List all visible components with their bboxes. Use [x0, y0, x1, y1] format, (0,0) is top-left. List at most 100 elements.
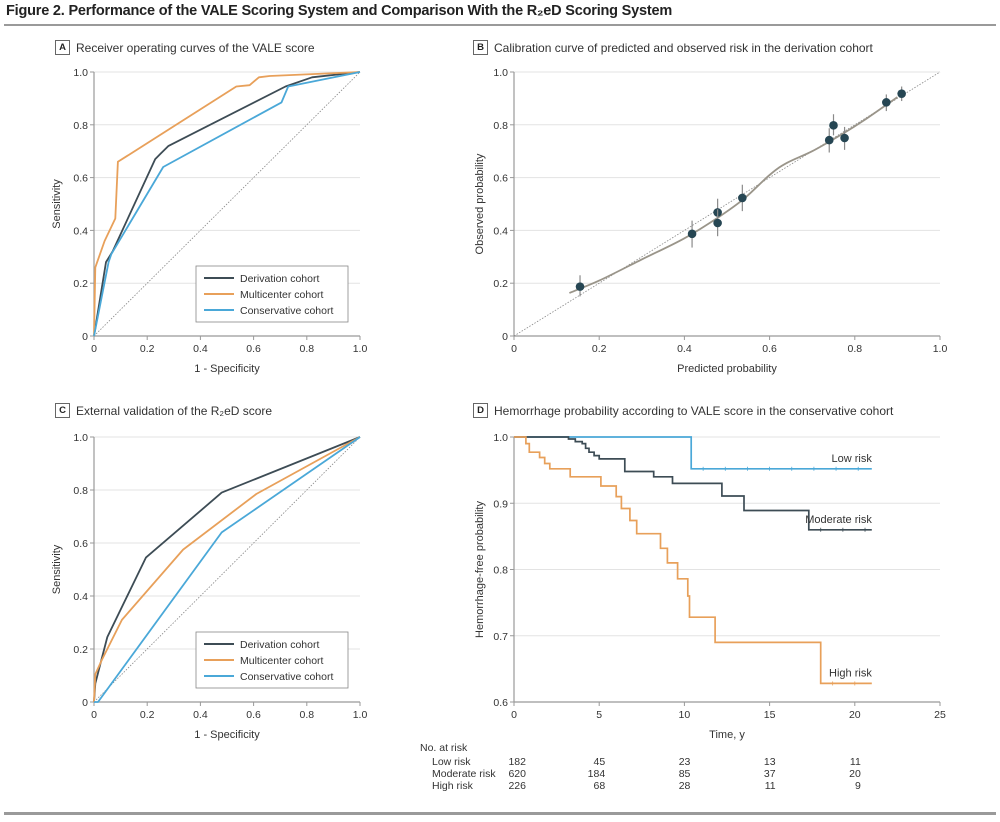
x-axis-label: Predicted probability: [677, 363, 777, 375]
panel-b-header: B Calibration curve of predicted and obs…: [473, 40, 873, 55]
panel-b-title: Calibration curve of predicted and obser…: [494, 40, 873, 55]
y-tick-label: 0.8: [493, 120, 508, 132]
x-tick-label: 0: [91, 343, 97, 355]
legend: Derivation cohort Multicenter cohort Conse…: [195, 265, 349, 323]
risk-count: 9: [854, 780, 861, 792]
x-tick-label: 0.2: [592, 343, 607, 355]
risk-row-label: Low risk: [432, 756, 471, 768]
x-tick-label: 0.4: [193, 343, 208, 355]
risk-count: 11: [849, 756, 861, 768]
risk-table-title: No. at risk: [420, 742, 468, 754]
legend-label-derivation: Derivation cohort: [240, 639, 319, 651]
x-tick-label: 1.0: [353, 343, 368, 355]
km-curve-high-risk: [514, 436, 872, 685]
y-tick-label: 0: [82, 697, 88, 709]
panel-b-chart: 0 0.2 0.4 0.6 0.8 1.0 0 0.2 0.4 0.6 0.8 1.0 Predicte…: [474, 67, 947, 375]
y-axis-label: Observed probability: [474, 153, 486, 254]
y-tick-label: 0.2: [493, 278, 508, 290]
calibration-point: [738, 193, 747, 203]
calibration-point: [840, 133, 849, 143]
risk-count: 28: [678, 780, 691, 792]
risk-count: 11: [764, 780, 776, 792]
km-curve-moderate-risk: [514, 436, 872, 531]
roc-line-multicenter: [93, 436, 361, 703]
x-tick-label: 15: [764, 709, 776, 721]
x-tick-label: 0.2: [140, 709, 155, 721]
top-rule: [4, 24, 996, 26]
panel-d-letter: D: [473, 403, 488, 418]
y-tick-label: 0.4: [493, 225, 508, 237]
panel-a-header: A Receiver operating curves of the VALE …: [55, 40, 315, 55]
x-tick-label: 25: [934, 709, 946, 721]
panel-a-letter: A: [55, 40, 70, 55]
risk-count: 20: [849, 768, 861, 780]
calibration-point: [897, 89, 906, 98]
panel-d-title: Hemorrhage probability according to VALE…: [494, 403, 894, 418]
y-tick-label: 0: [82, 331, 88, 343]
x-tick-label: 0.6: [246, 709, 261, 721]
panel-d-chart: 0.6 0.7 0.8 0.9 1.0 0 5 10 15 20 25 Time, y Hemorrha…: [474, 432, 946, 741]
y-tick-label: 0: [502, 331, 508, 343]
risk-count: 23: [678, 756, 691, 768]
y-tick-label: 0.8: [73, 485, 88, 497]
km-curve-low-risk: [514, 436, 872, 470]
calibration-point: [829, 121, 838, 130]
legend: Derivation cohort Multicenter cohort Conse…: [195, 631, 349, 689]
x-tick-label: 0.4: [677, 343, 692, 355]
x-tick-label: 0: [91, 709, 97, 721]
y-tick-label: 1.0: [73, 67, 88, 79]
risk-count: 85: [678, 768, 691, 780]
y-axis-label: Sensitivity: [51, 544, 63, 594]
km-label-moderate-risk: Moderate risk: [805, 514, 872, 526]
x-tick-label: 1.0: [353, 709, 368, 721]
y-tick-label: 0.8: [493, 565, 508, 577]
x-tick-label: 0.8: [299, 343, 314, 355]
x-tick-label: 5: [596, 709, 602, 721]
y-tick-label: 0.6: [493, 173, 508, 185]
x-tick-label: 1.0: [933, 343, 948, 355]
panel-c-title: External validation of the R₂eD score: [76, 403, 273, 418]
bottom-rule: [4, 812, 996, 815]
reference-diagonal-line: [93, 71, 361, 337]
y-tick-label: 0.4: [73, 225, 88, 237]
y-tick-label: 0.6: [73, 173, 88, 185]
x-tick-label: 10: [679, 709, 691, 721]
panel-a-title: Receiver operating curves of the VALE sc…: [76, 40, 315, 55]
x-tick-label: 0: [511, 709, 517, 721]
x-axis-label: 1 - Specificity: [194, 729, 260, 741]
risk-count: 182: [508, 756, 526, 768]
risk-count: 184: [587, 768, 606, 780]
legend-label-multicenter: Multicenter cohort: [240, 289, 324, 301]
risk-count: 13: [763, 756, 776, 768]
y-tick-label: 0.8: [73, 120, 88, 132]
reference-diagonal-line: [93, 436, 361, 703]
risk-count: 37: [763, 768, 776, 780]
panel-c-letter: C: [55, 403, 70, 418]
roc-line-conservative: [94, 436, 361, 703]
x-tick-label: 0: [511, 343, 517, 355]
km-label-low-risk: Low risk: [831, 453, 872, 465]
risk-row-label: High risk: [432, 780, 473, 792]
y-tick-label: 1.0: [493, 432, 508, 444]
x-tick-label: 0.2: [140, 343, 155, 355]
legend-label-derivation: Derivation cohort: [240, 273, 319, 285]
y-axis-label: Hemorrhage-free probability: [474, 501, 486, 638]
calibration-point: [575, 282, 585, 291]
x-tick-label: 20: [849, 709, 861, 721]
calibration-point: [824, 135, 834, 145]
roc-line-conservative: [93, 71, 361, 337]
y-tick-label: 0.7: [493, 631, 508, 643]
roc-line-multicenter: [93, 71, 361, 337]
risk-count: 68: [593, 780, 606, 792]
legend-label-multicenter: Multicenter cohort: [240, 655, 324, 667]
risk-row-label: Moderate risk: [432, 768, 496, 780]
panel-c-header: C External validation of the R₂eD score: [55, 403, 272, 418]
figure-title: Figure 2. Performance of the VALE Scorin…: [6, 3, 673, 19]
risk-count: 226: [508, 780, 526, 792]
x-tick-label: 0.6: [246, 343, 261, 355]
y-tick-label: 0.2: [73, 278, 88, 290]
risk-count: 45: [593, 756, 606, 768]
panel-b-letter: B: [473, 40, 488, 55]
y-axis-label: Sensitivity: [51, 179, 63, 229]
